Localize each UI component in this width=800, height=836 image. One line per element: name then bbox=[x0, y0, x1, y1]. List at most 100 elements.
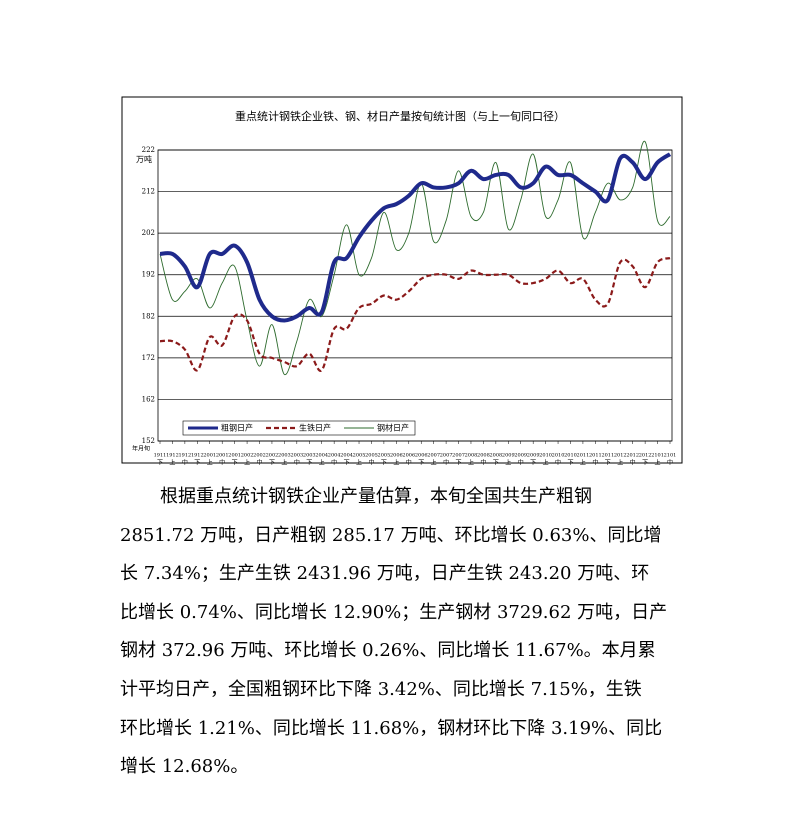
y-tick-label: 152 bbox=[142, 437, 155, 445]
x-tick-label: 中 bbox=[555, 459, 561, 467]
x-tick-label: 上 bbox=[655, 459, 661, 467]
x-tick-label: 2005 bbox=[353, 453, 366, 459]
x-tick-label: 2004 bbox=[328, 453, 341, 459]
x-tick-label: 2008 bbox=[465, 453, 478, 459]
x-tick-label: 上 bbox=[468, 459, 474, 467]
x-tick-label: 2011 bbox=[601, 453, 614, 459]
y-tick-label: 212 bbox=[142, 188, 155, 196]
x-tick-label: 2003 bbox=[278, 453, 291, 459]
x-tick-label: 2004 bbox=[340, 453, 353, 459]
x-tick-label: 2007 bbox=[440, 453, 453, 459]
x-label: 年月旬 bbox=[132, 445, 150, 453]
text-line: 增长 12.68%。 bbox=[120, 756, 249, 778]
x-tick-label: 下 bbox=[642, 460, 648, 467]
x-tick-label: 2010 bbox=[539, 453, 552, 459]
legend-label: 粗钢日产 bbox=[221, 423, 253, 433]
x-tick-label: 下 bbox=[306, 460, 312, 467]
series-line bbox=[159, 257, 671, 372]
x-tick-label: 中 bbox=[443, 459, 449, 467]
legend: 粗钢日产 生铁日产 钢材日产 bbox=[182, 420, 416, 436]
legend-box bbox=[182, 420, 416, 436]
x-tick-label: 2008 bbox=[477, 453, 490, 459]
x-tick-label: 2006 bbox=[390, 453, 403, 459]
text-line: 根据重点统计钢铁企业产量估算，本旬全国共生产粗钢 bbox=[160, 486, 592, 507]
y-tick-label: 172 bbox=[142, 354, 155, 362]
x-tick-label: 中 bbox=[630, 459, 636, 467]
x-tick-label: 上 bbox=[356, 459, 362, 467]
x-tick-label: 2004 bbox=[315, 453, 328, 459]
y-tick-label: 182 bbox=[142, 312, 155, 320]
x-tick-label: 上 bbox=[281, 459, 287, 467]
x-tick-label: 2101 bbox=[664, 453, 677, 459]
x-tick-label: 2012 bbox=[626, 453, 639, 459]
chart-title: 重点统计钢铁企业铁、钢、材日产量按旬统计图（与上一旬同口径） bbox=[235, 109, 565, 123]
x-tick-label: 2009 bbox=[514, 453, 527, 459]
chart-frame bbox=[121, 96, 683, 464]
text-line: 2851.72 万吨，日产粗钢 285.17 万吨、环比增长 0.63%、同比增 bbox=[120, 524, 662, 546]
x-tick-label: 下 bbox=[344, 460, 350, 467]
y-unit: 万吨 bbox=[136, 154, 152, 164]
y-tick-label: 162 bbox=[142, 395, 155, 403]
x-tick-label: 2010 bbox=[564, 453, 577, 459]
x-tick-label: 2011 bbox=[589, 453, 602, 459]
x-tick-label: 1912 bbox=[166, 453, 179, 459]
x-tick-label: 2006 bbox=[402, 453, 415, 459]
x-tick-label: 中 bbox=[257, 459, 263, 467]
x-tick-label: 1912 bbox=[191, 453, 204, 459]
x-tick-label: 中 bbox=[331, 459, 337, 467]
text-line: 比增长 0.74%、同比增长 12.90%；生产钢材 3729.62 万吨，日产 bbox=[120, 601, 668, 623]
x-tick-label: 2010 bbox=[552, 453, 565, 459]
text-line: 钢材 372.96 万吨、环比增长 0.26%、同比增长 11.67%。本月累 bbox=[120, 640, 656, 662]
x-tick-label: 上 bbox=[543, 459, 549, 467]
text-line: 长 7.34%；生产生铁 2431.96 万吨，日产生铁 243.20 万吨、环 bbox=[120, 563, 650, 585]
x-tick-label: 中 bbox=[182, 459, 188, 467]
x-tick-label: 1912 bbox=[179, 453, 192, 459]
x-tick-label: 中 bbox=[406, 459, 412, 467]
x-tick-label: 2003 bbox=[303, 453, 316, 459]
x-tick-label: 中 bbox=[518, 459, 524, 467]
x-tick-label: 2009 bbox=[527, 453, 540, 459]
x-tick-label: 上 bbox=[169, 459, 175, 467]
x-tick-label: 下 bbox=[157, 460, 163, 467]
x-tick-label: 下 bbox=[605, 460, 611, 467]
x-tick-label: 2101 bbox=[651, 453, 664, 459]
chart: 重点统计钢铁企业铁、钢、材日产量按旬统计图（与上一旬同口径） 万吨 年月旬 15… bbox=[121, 96, 683, 467]
x-tick-label: 上 bbox=[319, 459, 325, 467]
x-tick-label: 2008 bbox=[489, 453, 502, 459]
x-tick-label: 上 bbox=[207, 459, 213, 467]
x-tick-label: 下 bbox=[493, 460, 499, 467]
y-tick-label: 202 bbox=[142, 229, 155, 237]
x-tick-label: 中 bbox=[480, 459, 486, 467]
y-tick-label: 192 bbox=[142, 271, 155, 279]
x-tick-label: 2001 bbox=[228, 453, 241, 459]
x-tick-label: 2005 bbox=[378, 453, 391, 459]
x-tick-label: 下 bbox=[530, 460, 536, 467]
x-tick-label: 上 bbox=[617, 459, 623, 467]
x-tick-label: 2011 bbox=[577, 453, 590, 459]
x-tick-label: 中 bbox=[219, 459, 225, 467]
x-tick-label: 上 bbox=[505, 459, 511, 467]
y-tick-label: 222 bbox=[142, 146, 155, 154]
legend-label: 钢材日产 bbox=[377, 423, 409, 433]
series-line bbox=[159, 152, 672, 323]
x-tick-label: 上 bbox=[431, 459, 437, 467]
text-line: 计平均日产，全国粗钢环比下降 3.42%、同比增长 7.15%，生铁 bbox=[120, 678, 642, 700]
x-tick-label: 上 bbox=[393, 459, 399, 467]
x-tick-label: 2001 bbox=[216, 453, 229, 459]
x-tick-label: 下 bbox=[567, 460, 573, 467]
x-tick-label: 2007 bbox=[452, 453, 465, 459]
x-tick-label: 下 bbox=[194, 460, 200, 467]
x-tick-label: 2009 bbox=[502, 453, 515, 459]
x-tick-label: 中 bbox=[368, 459, 374, 467]
x-tick-label: 中 bbox=[294, 459, 300, 467]
x-tick-label: 2002 bbox=[241, 453, 254, 459]
x-tick-label: 中 bbox=[667, 459, 673, 467]
x-tick-label: 2007 bbox=[427, 453, 440, 459]
x-tick-label: 下 bbox=[269, 460, 275, 467]
x-tick-label: 2002 bbox=[253, 453, 266, 459]
x-tick-label: 2006 bbox=[415, 453, 428, 459]
x-tick-label: 中 bbox=[592, 459, 598, 467]
x-tick-label: 下 bbox=[418, 460, 424, 467]
x-tick-label: 上 bbox=[580, 459, 586, 467]
